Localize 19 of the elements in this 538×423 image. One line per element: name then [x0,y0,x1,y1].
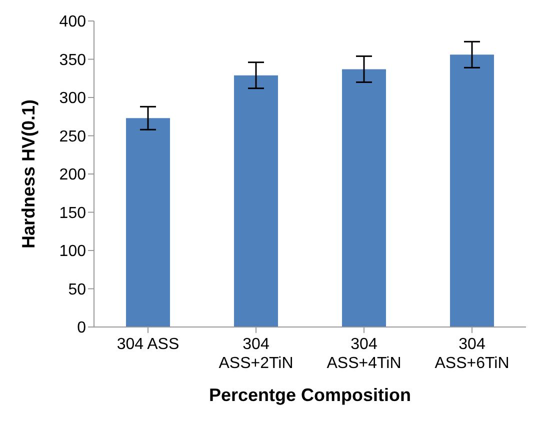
x-tick-label: 304 ASS+4TiN [326,336,402,372]
x-tick-label: 304 ASS [116,336,180,353]
y-tick-label: 100 [59,243,86,260]
y-tick-label: 150 [59,204,86,222]
x-tick-label: 304 ASS+2TiN [218,336,294,372]
y-tick-label: 50 [68,281,86,298]
x-axis-title: Percentge Composition [208,385,412,405]
bar [342,69,386,327]
y-axis-title: Hardness HV(0.1) [18,99,38,249]
y-tick-label: 350 [59,52,86,69]
y-tick-label: 200 [59,166,86,184]
y-tick-label: 250 [59,128,86,146]
bar [234,75,278,327]
bar [126,118,170,327]
y-tick-label: 400 [59,14,86,31]
bar [450,54,494,327]
y-tick-label: 0 [77,320,86,337]
y-tick-label: 300 [59,90,86,108]
x-tick-label: 304 ASS+6TiN [434,336,510,372]
